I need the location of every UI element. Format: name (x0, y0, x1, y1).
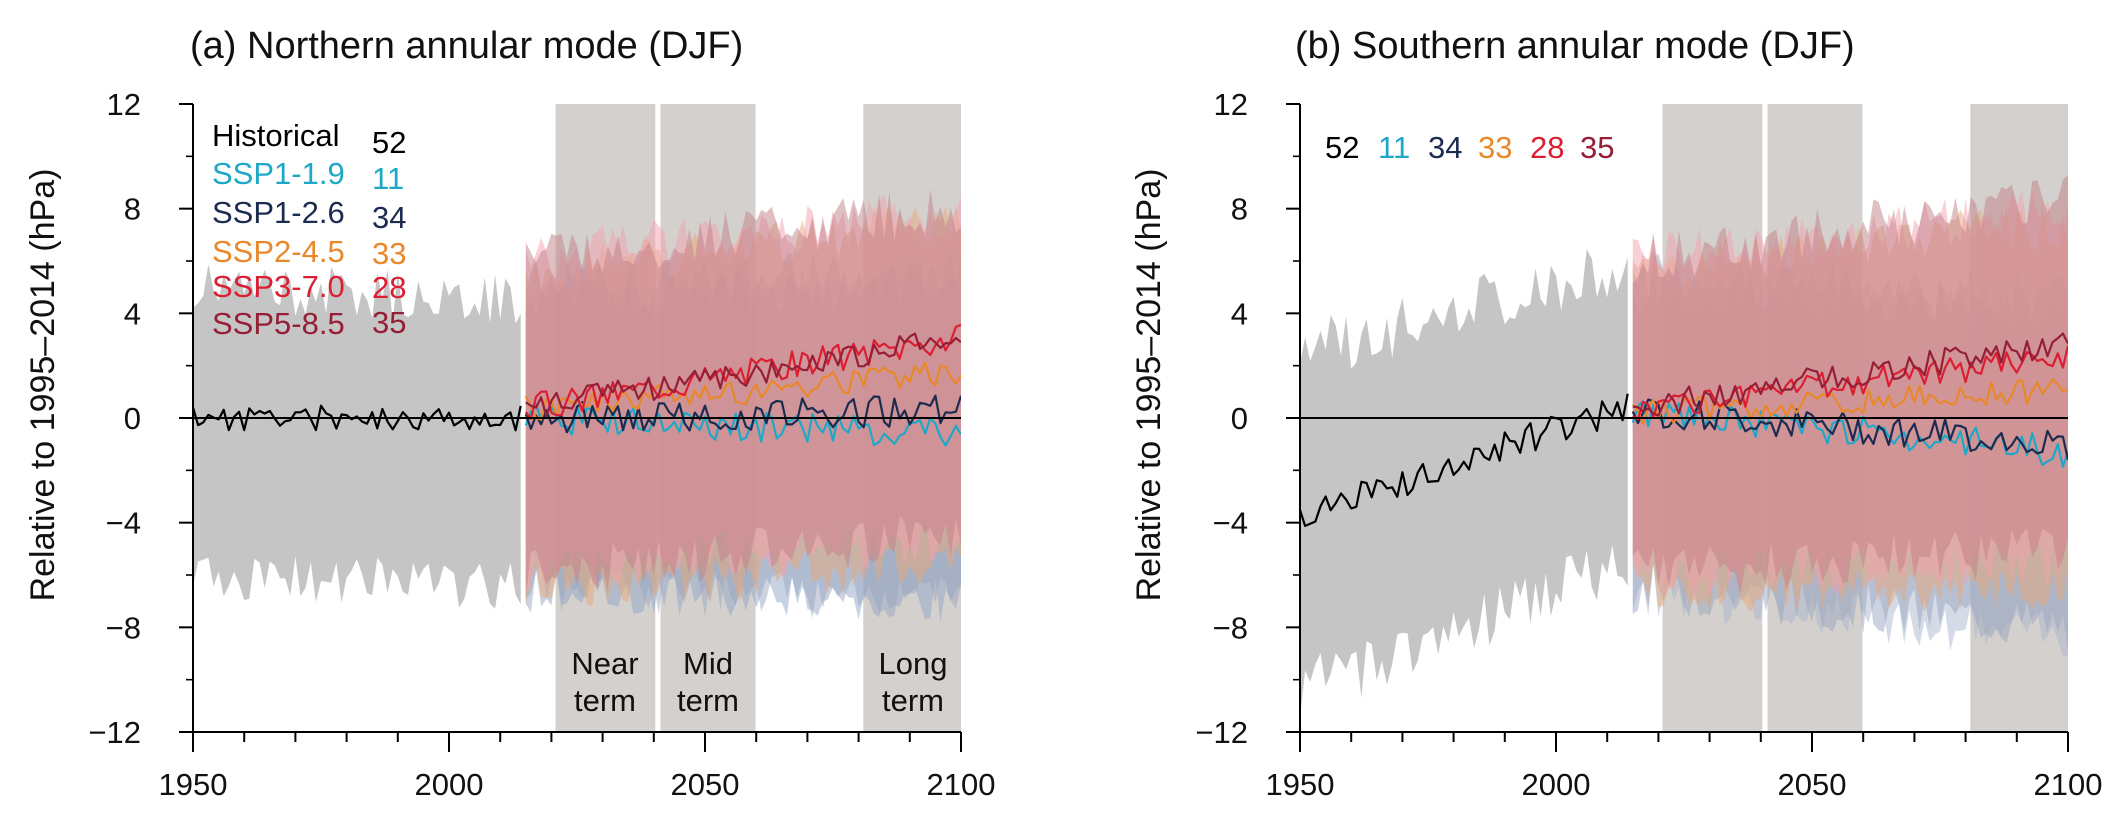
x-axis-a: 1950 2000 2050 2100 (159, 731, 996, 802)
legend-count-ssp585-b: 35 (1580, 130, 1614, 165)
mean-line-ssp585-a (525, 332, 961, 418)
y-tick-label-b: −8 (1213, 610, 1248, 645)
y-tick-label-b: 0 (1231, 401, 1248, 436)
y-tick-label-a: 8 (124, 192, 141, 227)
spread-band-ssp585-a (525, 189, 961, 598)
mean-line-ssp370-a (524, 323, 961, 420)
legend-count-ssp119-a: 11 (372, 161, 404, 196)
y-tick-label-a: −4 (106, 506, 141, 541)
mean-lines-b (1300, 332, 2068, 527)
y-tick-label-b: 8 (1231, 192, 1248, 227)
legend-label-historical-a: Historical (212, 118, 339, 153)
legend-count-historical-b: 52 (1325, 130, 1359, 165)
chart-title-b: (b) Southern annular mode (DJF) (1295, 25, 1855, 67)
near-term-label-line1-a: Near (571, 646, 638, 681)
long-term-label-line1-a: Long (879, 646, 948, 681)
mean-line-ssp126-b (1631, 398, 2068, 460)
x-tick-label-a: 1950 (159, 767, 228, 802)
x-tick-label-b: 2000 (1522, 767, 1591, 802)
mean-line-ssp585-b (1632, 332, 2068, 417)
mean-line-ssp126-a (524, 394, 961, 434)
chart-panel-a: (a) Northern annular mode (DJF) Relative… (24, 25, 995, 802)
legend-count-ssp126-a: 34 (372, 200, 406, 235)
legend-count-ssp245-a: 33 (372, 236, 406, 271)
y-axis-a: 12 8 4 0 −4 −8 −12 (88, 87, 194, 750)
y-tick-label-b: 12 (1214, 87, 1248, 122)
near-term-label-line2-a: term (574, 683, 636, 718)
y-axis-label-a: Relative to 1995–2014 (hPa) (24, 169, 62, 602)
legend-count-ssp370-b: 28 (1530, 130, 1564, 165)
legend-count-ssp126-b: 34 (1428, 130, 1462, 165)
spread-band-historical-b (1300, 249, 1628, 719)
y-tick-label-a: −8 (106, 610, 141, 645)
legend-b: 52 11 34 33 28 35 (1325, 130, 1614, 165)
mid-term-label-line1-a: Mid (683, 646, 733, 681)
legend-count-ssp245-b: 33 (1478, 130, 1512, 165)
legend-label-ssp245-a: SSP2-4.5 (212, 234, 345, 269)
legend-label-ssp370-a: SSP3-7.0 (212, 269, 345, 304)
legend-label-ssp585-a: SSP5-8.5 (212, 306, 345, 341)
term-labels-a: Near term Mid term Long term (571, 646, 947, 718)
x-tick-label-b: 2050 (1778, 767, 1847, 802)
x-tick-label-a: 2100 (927, 767, 996, 802)
x-tick-label-b: 1950 (1266, 767, 1335, 802)
y-tick-label-b: 4 (1231, 296, 1248, 331)
x-axis-b: 1950 2000 2050 2100 (1266, 731, 2103, 802)
x-tick-label-b: 2100 (2034, 767, 2103, 802)
legend-count-ssp370-a: 28 (372, 270, 406, 305)
y-axis-label-b: Relative to 1995–2014 (hPa) (1130, 169, 1168, 602)
legend-count-ssp585-a: 35 (372, 305, 406, 340)
mean-line-ssp245-b (1631, 378, 2068, 425)
chart-panel-b: (b) Southern annular mode (DJF) Relative… (1130, 25, 2102, 802)
y-tick-label-a: −12 (88, 715, 141, 750)
x-tick-label-a: 2000 (415, 767, 484, 802)
legend-a: Historical 52 SSP1-1.9 11 SSP1-2.6 34 SS… (212, 118, 406, 341)
legend-count-ssp119-b: 11 (1378, 130, 1410, 165)
chart-title-a: (a) Northern annular mode (DJF) (190, 25, 743, 67)
y-tick-label-a: 4 (124, 296, 141, 331)
mean-line-historical-a (193, 404, 522, 432)
legend-label-ssp126-a: SSP1-2.6 (212, 195, 345, 230)
long-term-label-line2-a: term (882, 683, 944, 718)
mean-lines-a (193, 323, 961, 447)
y-tick-label-a: 12 (107, 87, 141, 122)
y-tick-label-b: −12 (1195, 715, 1248, 750)
y-tick-label-a: 0 (124, 401, 141, 436)
y-axis-b: 12 8 4 0 −4 −8 −12 (1195, 87, 1301, 750)
legend-label-ssp119-a: SSP1-1.9 (212, 156, 345, 191)
mid-term-label-line2-a: term (677, 683, 739, 718)
spread-bands-a (193, 189, 961, 623)
x-tick-label-a: 2050 (671, 767, 740, 802)
legend-count-historical-a: 52 (372, 125, 406, 160)
spread-band-historical-a (193, 264, 521, 609)
mean-line-historical-b (1300, 393, 1629, 527)
y-tick-label-b: −4 (1213, 506, 1248, 541)
